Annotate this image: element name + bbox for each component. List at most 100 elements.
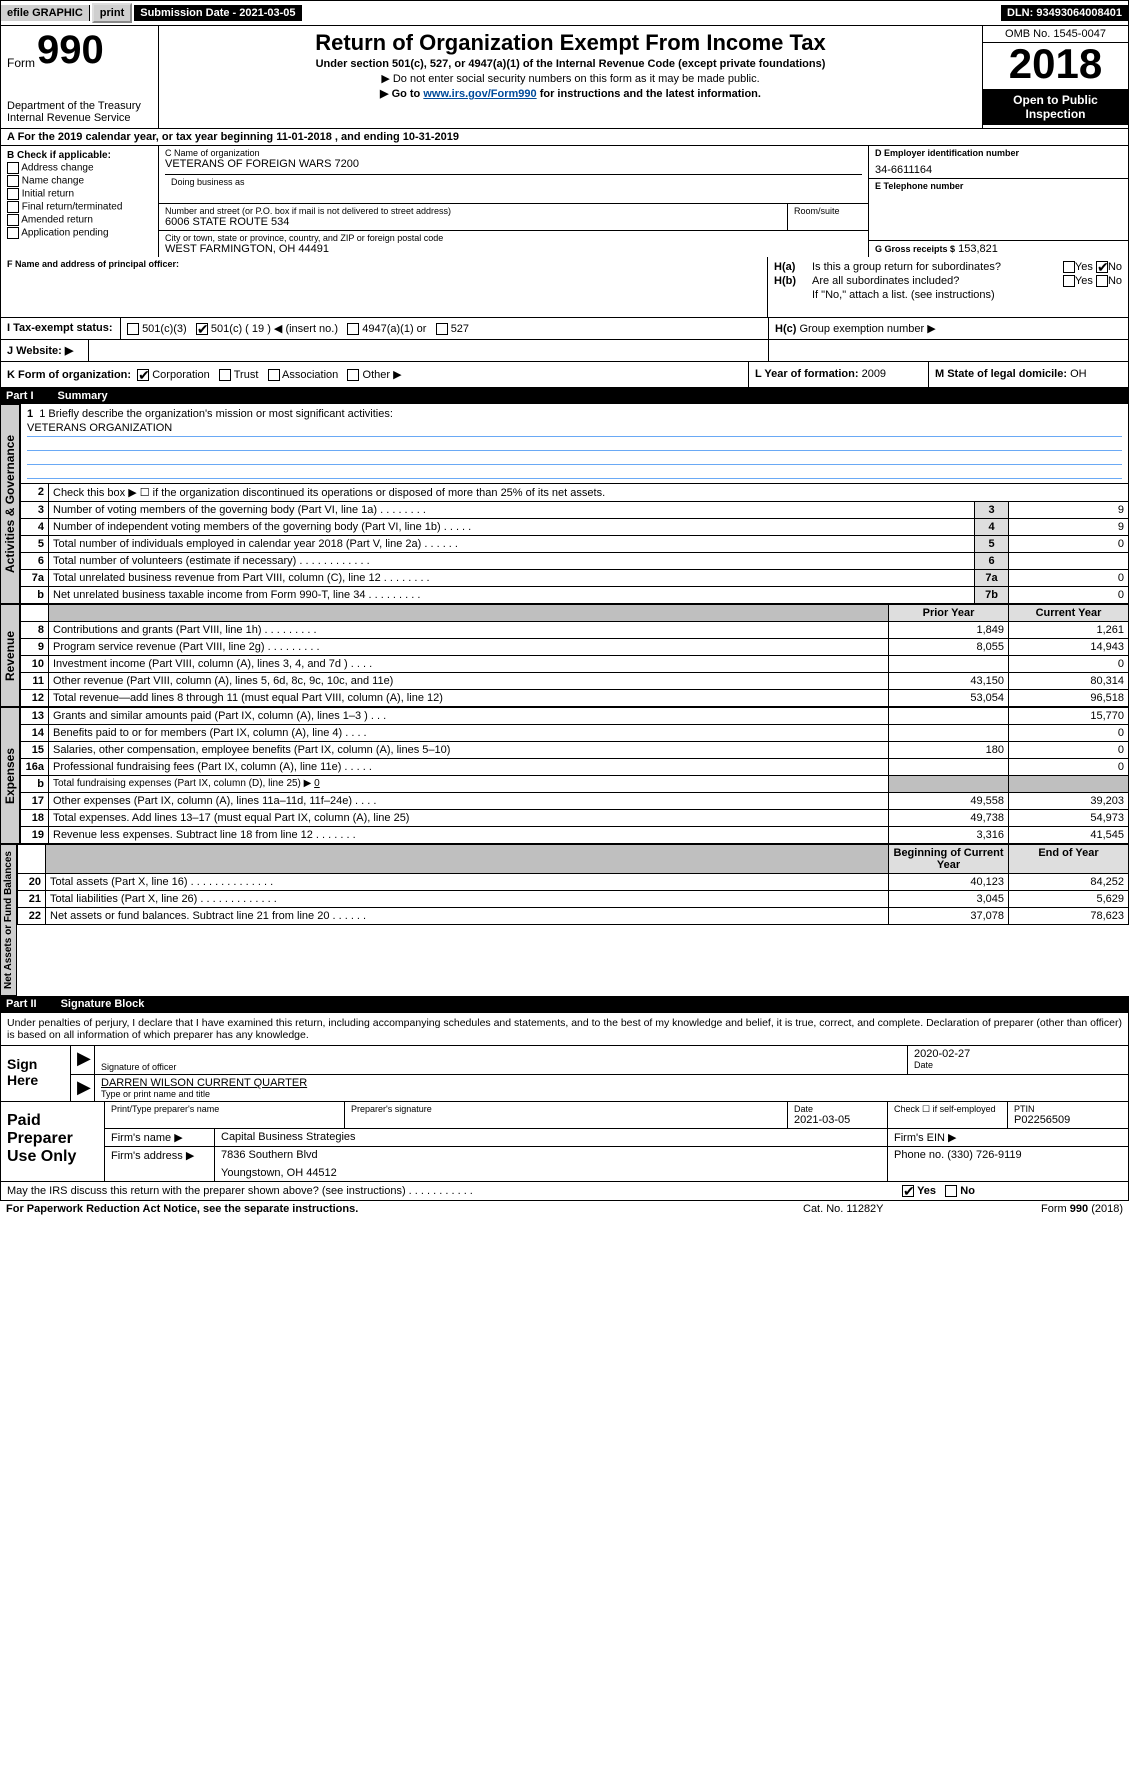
hb-text: Are all subordinates included?: [812, 275, 1063, 287]
line-18-curr: 54,973: [1009, 810, 1129, 827]
self-employed-label: Check ☐ if self-employed: [894, 1104, 1001, 1115]
pra-notice: For Paperwork Reduction Act Notice, see …: [6, 1203, 803, 1215]
form-subtitle-2: ▶ Do not enter social security numbers o…: [167, 72, 974, 85]
firm-phone-label: Phone no.: [894, 1149, 944, 1161]
firm-phone: (330) 726-9119: [947, 1149, 1021, 1161]
line-7a-desc: Total unrelated business revenue from Pa…: [49, 570, 975, 587]
hc-text: Group exemption number ▶: [799, 323, 935, 335]
chk-name-change[interactable]: [7, 175, 19, 187]
footer-form-num: 990: [1070, 1203, 1088, 1215]
lbl-initial-return: Initial return: [22, 189, 74, 200]
line-22-curr: 78,623: [1009, 908, 1129, 925]
hb-no-chk[interactable]: [1096, 275, 1108, 287]
chk-initial-return[interactable]: [7, 188, 19, 200]
line-17-curr: 39,203: [1009, 793, 1129, 810]
ha-yes-lbl: Yes: [1075, 261, 1093, 273]
revenue-table: Prior YearCurrent Year 8Contributions an…: [20, 604, 1129, 707]
mission-text: VETERANS ORGANIZATION: [27, 420, 1122, 437]
line-11-desc: Other revenue (Part VIII, column (A), li…: [49, 673, 889, 690]
line-15-desc: Salaries, other compensation, employee b…: [49, 742, 889, 759]
line-12-prior: 53,054: [889, 690, 1009, 707]
chk-trust[interactable]: [219, 369, 231, 381]
hdr-prior-year: Prior Year: [889, 605, 1009, 622]
mission-label: 1 Briefly describe the organization's mi…: [39, 408, 393, 420]
footer-note: For Paperwork Reduction Act Notice, see …: [0, 1201, 1129, 1217]
city-state-zip: WEST FARMINGTON, OH 44491: [165, 243, 862, 255]
form-subtitle-3a: ▶ Go to: [380, 88, 423, 100]
hb-note: If "No," attach a list. (see instruction…: [812, 289, 995, 301]
form-header: Form 990 Department of the Treasury Inte…: [0, 26, 1129, 129]
year-of-formation: 2009: [862, 368, 886, 380]
part-ii-title: Signature Block: [61, 998, 145, 1010]
city-label: City or town, state or province, country…: [165, 233, 862, 243]
chk-other[interactable]: [347, 369, 359, 381]
form-prefix: Form: [7, 56, 35, 70]
vtab-activities: Activities & Governance: [0, 404, 20, 604]
line-13-prior: [889, 708, 1009, 725]
part-i-header: Part I Summary: [0, 388, 1129, 404]
ha-yes-chk[interactable]: [1063, 261, 1075, 273]
line-8-curr: 1,261: [1009, 622, 1129, 639]
firm-address-2: Youngstown, OH 44512: [221, 1167, 881, 1179]
line-6-val: [1009, 553, 1129, 570]
lbl-final-return: Final return/terminated: [22, 202, 123, 213]
address-label: Number and street (or P.O. box if mail i…: [165, 206, 781, 216]
website-row: J Website: ▶: [0, 340, 1129, 362]
chk-501c-other[interactable]: [196, 323, 208, 335]
line-19-prior: 3,316: [889, 827, 1009, 844]
lbl-4947: 4947(a)(1) or: [362, 323, 426, 335]
chk-application-pending[interactable]: [7, 227, 19, 239]
chk-501c3[interactable]: [127, 323, 139, 335]
officer-signature-label: Signature of officer: [101, 1062, 901, 1072]
dept-line-2: Internal Revenue Service: [7, 112, 152, 124]
line-22-prior: 37,078: [889, 908, 1009, 925]
chk-amended-return[interactable]: [7, 214, 19, 226]
line-16a-prior: [889, 759, 1009, 776]
hc-label: H(c): [775, 323, 796, 335]
discuss-yes-chk[interactable]: [902, 1185, 914, 1197]
ha-no-chk[interactable]: [1096, 261, 1108, 273]
line-12-desc: Total revenue—add lines 8 through 11 (mu…: [49, 690, 889, 707]
line-15-prior: 180: [889, 742, 1009, 759]
discuss-no-chk[interactable]: [945, 1185, 957, 1197]
hdr-end-year: End of Year: [1009, 845, 1129, 874]
line-5-desc: Total number of individuals employed in …: [49, 536, 975, 553]
discuss-row: May the IRS discuss this return with the…: [0, 1182, 1129, 1201]
line-6-desc: Total number of volunteers (estimate if …: [49, 553, 975, 570]
lbl-501c3: 501(c)(3): [142, 323, 187, 335]
chk-association[interactable]: [268, 369, 280, 381]
line-21-prior: 3,045: [889, 891, 1009, 908]
ein-value: 34-6611164: [875, 164, 1122, 176]
line-18-prior: 49,738: [889, 810, 1009, 827]
line-20-curr: 84,252: [1009, 874, 1129, 891]
period-row: A For the 2019 calendar year, or tax yea…: [0, 129, 1129, 146]
hdr-current-year: Current Year: [1009, 605, 1129, 622]
cat-number: Cat. No. 11282Y: [803, 1203, 983, 1215]
lbl-corporation: Corporation: [152, 369, 209, 381]
form-subtitle-3b: for instructions and the latest informat…: [540, 88, 761, 100]
chk-corporation[interactable]: [137, 369, 149, 381]
expenses-section: Expenses 13Grants and similar amounts pa…: [0, 707, 1129, 844]
chk-address-change[interactable]: [7, 162, 19, 174]
signature-section: Under penalties of perjury, I declare th…: [0, 1012, 1129, 1182]
hb-no-lbl: No: [1108, 275, 1122, 287]
line-8-prior: 1,849: [889, 622, 1009, 639]
line-3-desc: Number of voting members of the governin…: [49, 502, 975, 519]
part-ii-label: Part II: [6, 998, 37, 1010]
chk-527[interactable]: [436, 323, 448, 335]
line-13-desc: Grants and similar amounts paid (Part IX…: [49, 708, 889, 725]
revenue-section: Revenue Prior YearCurrent Year 8Contribu…: [0, 604, 1129, 707]
lbl-address-change: Address change: [21, 163, 93, 174]
hb-yes-chk[interactable]: [1063, 275, 1075, 287]
chk-final-return[interactable]: [7, 201, 19, 213]
line-16a-curr: 0: [1009, 759, 1129, 776]
line-4-val: 9: [1009, 519, 1129, 536]
line-18-desc: Total expenses. Add lines 13–17 (must eq…: [49, 810, 889, 827]
topbar: efile GRAPHIC print Submission Date - 20…: [0, 0, 1129, 26]
hdr-begin-year: Beginning of Current Year: [889, 845, 1009, 874]
dba-label: Doing business as: [171, 177, 856, 187]
instructions-link[interactable]: www.irs.gov/Form990: [423, 88, 536, 100]
print-button[interactable]: print: [92, 3, 132, 23]
box-k-label: K Form of organization:: [7, 369, 131, 381]
chk-4947[interactable]: [347, 323, 359, 335]
